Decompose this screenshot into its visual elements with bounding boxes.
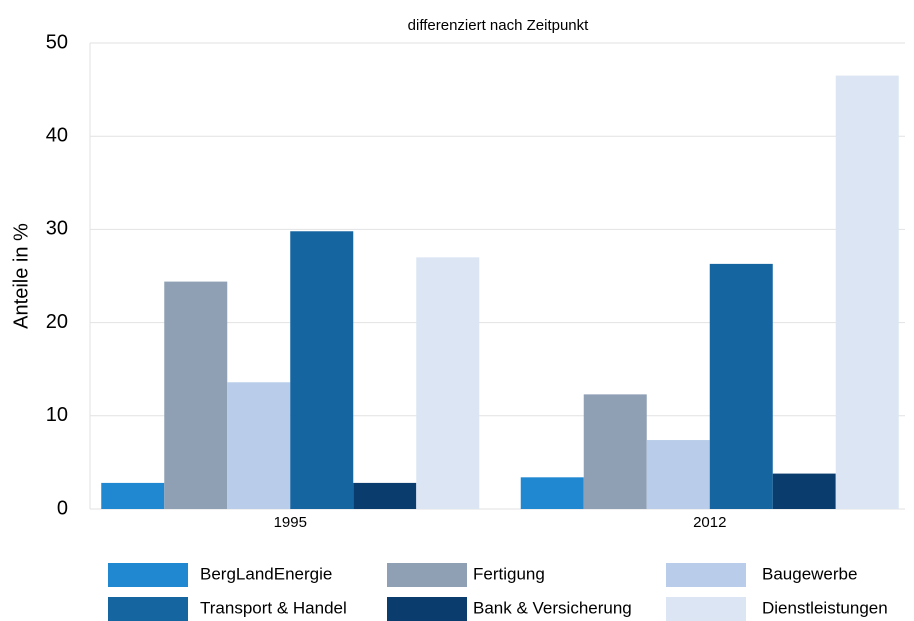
y-tick-label: 0	[57, 497, 68, 519]
bar	[164, 281, 228, 509]
bar	[520, 477, 584, 509]
x-tick-label: 2012	[693, 514, 726, 531]
bar	[772, 473, 836, 509]
legend-label: Baugewerbe	[762, 564, 857, 583]
legend-label: Fertigung	[473, 564, 545, 583]
y-tick-label: 40	[46, 124, 68, 146]
legend-label: Dienstleistungen	[762, 598, 888, 617]
legend-swatch	[108, 563, 188, 587]
y-tick-label: 20	[46, 311, 68, 333]
legend-label: Transport & Handel	[200, 598, 347, 617]
bar	[353, 482, 417, 509]
bar	[835, 75, 899, 510]
bar	[646, 440, 710, 509]
legend-label: BergLandEnergie	[200, 564, 332, 583]
bar	[290, 231, 354, 509]
bar	[227, 382, 291, 509]
legend-swatch	[387, 597, 467, 621]
bar	[709, 263, 773, 509]
bar	[416, 257, 480, 509]
legend-swatch	[387, 563, 467, 587]
y-tick-label: 50	[46, 31, 68, 53]
y-tick-label: 30	[46, 218, 68, 240]
x-tick-label: 1995	[274, 514, 307, 531]
bar	[101, 482, 165, 509]
legend-swatch	[666, 563, 746, 587]
legend-swatch	[108, 597, 188, 621]
legend-label: Bank & Versicherung	[473, 598, 632, 617]
y-tick-label: 10	[46, 404, 68, 426]
legend-swatch	[666, 597, 746, 621]
y-axis-title: Anteile in %	[10, 223, 32, 329]
bar	[583, 394, 647, 509]
chart-title: differenziert nach Zeitpunkt	[408, 17, 589, 34]
